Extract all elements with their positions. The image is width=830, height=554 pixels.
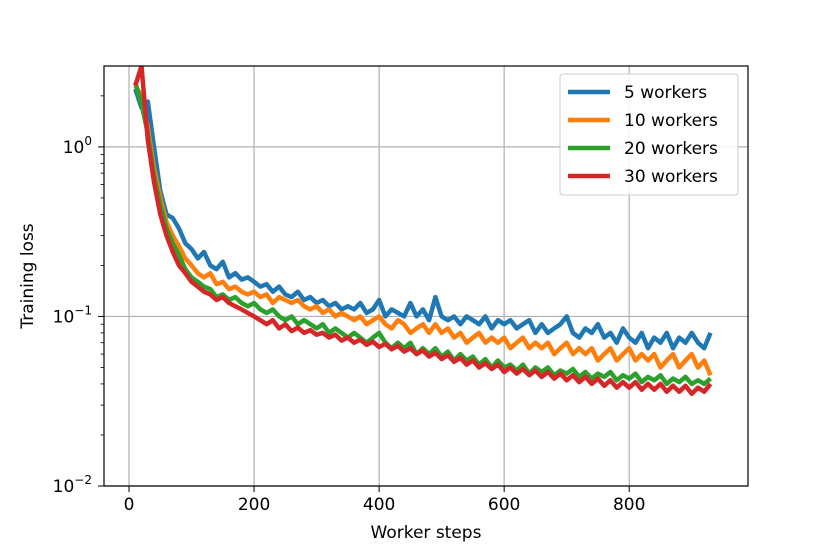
tick-labels: 0 200 400 600 800 10−2 10−1 100	[53, 134, 646, 515]
y-tick-label: 100	[63, 134, 92, 158]
legend-label: 30 workers	[624, 167, 718, 187]
series-line-20-workers	[133, 81, 712, 387]
x-tick-label: 0	[124, 495, 135, 515]
y-tick-label: 10−2	[53, 473, 92, 497]
y-tick-label: 10−1	[53, 303, 92, 327]
x-axis-label: Worker steps	[371, 523, 482, 543]
x-tick-label: 600	[488, 495, 520, 515]
legend-label: 20 workers	[624, 139, 718, 159]
series-line-5-workers	[133, 88, 713, 351]
legend: 5 workers 10 workers 20 workers 30 workers	[559, 73, 739, 196]
plot-frame	[103, 65, 749, 487]
x-tick-label: 200	[238, 495, 270, 515]
legend-label: 5 workers	[624, 83, 707, 103]
x-tick-label: 400	[363, 495, 395, 515]
x-tick-label: 800	[613, 495, 645, 515]
series-line-30-workers	[133, 66, 713, 397]
axis-ticks	[98, 95, 630, 492]
series-lines	[133, 66, 713, 397]
y-axis-label: Training loss	[18, 223, 38, 329]
legend-box	[559, 73, 739, 196]
legend-label: 10 workers	[624, 111, 718, 131]
series-line-10-workers	[133, 84, 713, 377]
